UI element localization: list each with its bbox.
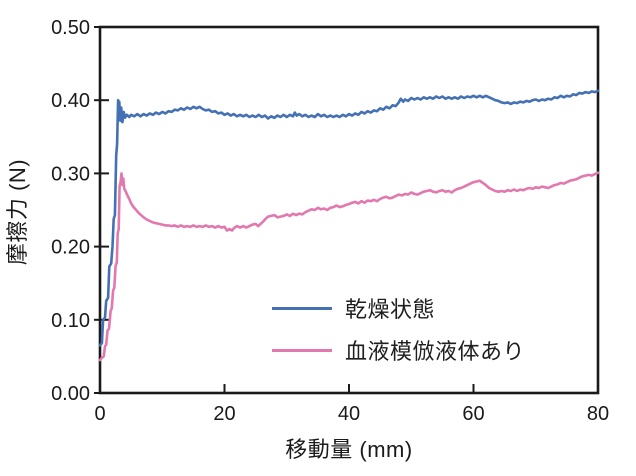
y-tick-label: 0.10 xyxy=(51,310,90,332)
series-line-blood_mimicking_fluid xyxy=(98,171,600,362)
plot-frame xyxy=(98,25,600,395)
y-tick-label: 0.50 xyxy=(51,17,90,39)
x-tick-label: 60 xyxy=(462,403,484,425)
y-axis-title: 摩擦力 (N) xyxy=(5,158,30,266)
legend-label-blood-mimicking-fluid: 血液模倣液体あり xyxy=(345,339,526,364)
legend: 乾燥状態 血液模倣液体あり xyxy=(272,295,525,379)
y-tick-label: 0.00 xyxy=(51,383,90,405)
legend-label-dry: 乾燥状態 xyxy=(345,297,436,322)
x-axis-title: 移動量 (mm) xyxy=(285,437,413,462)
legend-entry-blood-mimicking-fluid: 血液模倣液体あり xyxy=(272,337,526,364)
y-tick-label: 0.40 xyxy=(51,90,90,112)
x-tick-label: 40 xyxy=(338,403,360,425)
x-tick-label: 0 xyxy=(94,403,105,425)
x-tick-label: 80 xyxy=(587,403,609,425)
blood-mimicking-fluid-series-line-swatch xyxy=(272,348,332,352)
y-tick-label: 0.20 xyxy=(51,237,90,259)
x-tick-label: 20 xyxy=(213,403,235,425)
series-line-dry xyxy=(98,89,600,347)
dry-series-line-swatch xyxy=(272,306,332,310)
legend-entry-dry: 乾燥状態 xyxy=(272,295,525,322)
y-tick-label: 0.30 xyxy=(51,163,90,185)
